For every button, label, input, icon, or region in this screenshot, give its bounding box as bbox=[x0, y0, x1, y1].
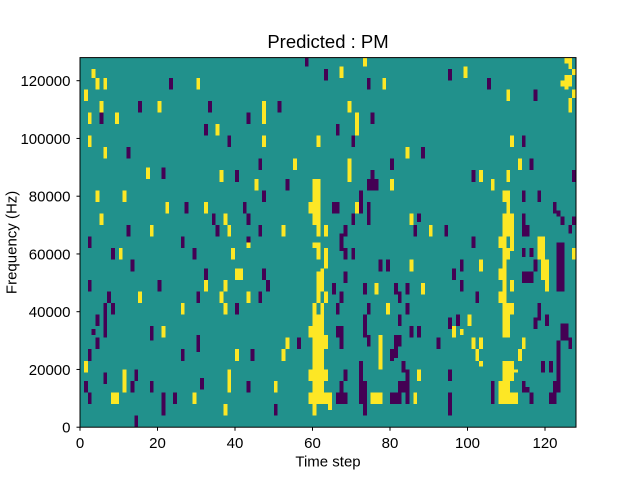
svg-text:40: 40 bbox=[227, 435, 244, 452]
svg-text:80000: 80000 bbox=[29, 189, 71, 206]
svg-text:60000: 60000 bbox=[29, 246, 71, 263]
svg-text:40000: 40000 bbox=[29, 304, 71, 321]
svg-text:Frequency (Hz): Frequency (Hz) bbox=[4, 191, 21, 294]
svg-text:120000: 120000 bbox=[20, 73, 70, 90]
svg-text:Predicted : PM: Predicted : PM bbox=[267, 31, 388, 52]
svg-text:0: 0 bbox=[76, 435, 84, 452]
svg-text:20000: 20000 bbox=[29, 362, 71, 379]
svg-text:120: 120 bbox=[532, 435, 557, 452]
svg-text:Time step: Time step bbox=[295, 454, 360, 471]
svg-text:20: 20 bbox=[149, 435, 166, 452]
svg-text:100: 100 bbox=[455, 435, 480, 452]
svg-text:0: 0 bbox=[62, 420, 70, 437]
svg-text:60: 60 bbox=[304, 435, 321, 452]
svg-text:80: 80 bbox=[382, 435, 399, 452]
svg-text:100000: 100000 bbox=[20, 131, 70, 148]
